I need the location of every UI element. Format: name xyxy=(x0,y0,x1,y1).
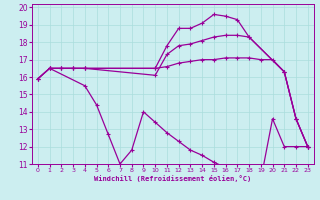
X-axis label: Windchill (Refroidissement éolien,°C): Windchill (Refroidissement éolien,°C) xyxy=(94,175,252,182)
